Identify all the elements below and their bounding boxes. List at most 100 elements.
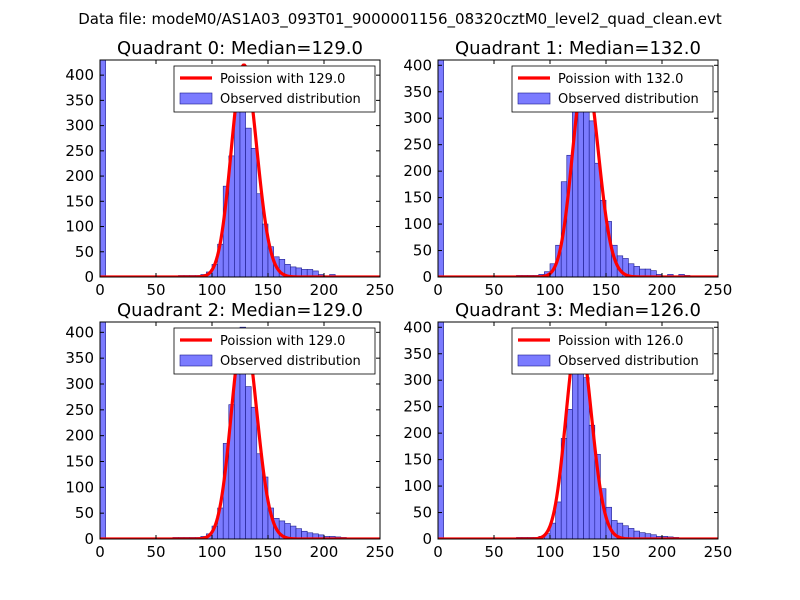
y-tick-label: 250 <box>65 142 94 160</box>
axes-frame <box>99 321 381 540</box>
x-tick-label: 100 <box>536 281 565 299</box>
x-tick-label: 100 <box>198 543 227 561</box>
figure-suptitle: Data file: modeM0/AS1A03_093T01_90000011… <box>78 10 722 29</box>
x-tick-label: 50 <box>484 281 503 299</box>
x-tick-label: 0 <box>433 543 443 561</box>
y-tick-label: 50 <box>75 243 94 261</box>
y-tick-label: 300 <box>65 117 94 135</box>
legend-fit-label: Poission with 129.0 <box>220 72 345 87</box>
y-tick-label: 100 <box>403 215 432 233</box>
x-tick-label: 200 <box>310 543 339 561</box>
panel-0: 0 50 100 150 200 250 0 50 100 150 200 250 300 350 400 Q… <box>65 38 394 299</box>
axes-frame <box>99 59 381 278</box>
histogram-bar <box>583 377 590 539</box>
y-tick-label: 200 <box>65 427 94 445</box>
legend-bar-label: Observed distribution <box>220 354 361 369</box>
y-tick-label: 150 <box>403 451 432 469</box>
y-tick-label: 100 <box>403 477 432 495</box>
x-tick-label: 200 <box>310 281 339 299</box>
x-tick-label: 50 <box>484 543 503 561</box>
histogram-bar <box>594 162 601 277</box>
panel-2: 0 50 100 150 200 250 0 50 100 150 200 250 300 350 400 Q… <box>65 300 394 561</box>
panel-title: Quadrant 0: Median=129.0 <box>117 38 363 59</box>
panel-title: Quadrant 2: Median=129.0 <box>117 300 363 321</box>
legend-bar-label: Observed distribution <box>558 92 699 107</box>
y-tick-label: 150 <box>65 453 94 471</box>
histogram-bar <box>572 348 579 539</box>
x-tick-label: 150 <box>592 281 621 299</box>
y-tick-label: 200 <box>403 424 432 442</box>
y-tick-label: 350 <box>403 83 432 101</box>
panel-1: 0 50 100 150 200 250 0 50 100 150 200 250 300 350 400 Q… <box>403 38 732 299</box>
histogram-bar <box>100 60 106 277</box>
x-tick-label: 0 <box>433 281 443 299</box>
histogram-bar <box>250 406 258 539</box>
y-tick-label: 150 <box>403 189 432 207</box>
y-tick-label: 400 <box>403 318 432 336</box>
y-tick-label: 50 <box>75 504 94 522</box>
legend-box <box>511 327 714 375</box>
x-tick-label: 0 <box>95 281 105 299</box>
legend-fit-label: Poission with 129.0 <box>220 334 345 349</box>
x-tick-label: 0 <box>95 543 105 561</box>
x-tick-label: 100 <box>536 543 565 561</box>
y-tick-label: 350 <box>403 345 432 363</box>
y-tick-label: 0 <box>84 268 94 286</box>
y-tick-label: 250 <box>403 398 432 416</box>
x-tick-label: 50 <box>146 281 165 299</box>
y-tick-label: 150 <box>65 192 94 210</box>
legend-box <box>173 327 376 375</box>
legend-box <box>511 65 714 113</box>
x-tick-label: 200 <box>648 543 677 561</box>
y-tick-label: 50 <box>413 242 432 260</box>
y-tick-label: 400 <box>403 56 432 74</box>
legend: Poission with 126.0 Observed distribution <box>511 327 714 375</box>
panel-title: Quadrant 1: Median=132.0 <box>455 38 701 59</box>
histogram-bar <box>438 322 444 539</box>
y-tick-label: 300 <box>403 371 432 389</box>
x-tick-label: 250 <box>704 281 733 299</box>
histogram-bar <box>245 127 252 277</box>
legend: Poission with 132.0 Observed distribution <box>511 65 714 113</box>
y-tick-label: 350 <box>65 91 94 109</box>
y-tick-label: 0 <box>84 530 94 548</box>
legend-box <box>173 65 376 113</box>
y-tick-label: 400 <box>65 66 94 84</box>
y-tick-label: 300 <box>403 109 432 127</box>
x-tick-label: 100 <box>198 281 227 299</box>
x-tick-label: 250 <box>366 281 395 299</box>
legend-bar-label: Observed distribution <box>558 354 699 369</box>
x-tick-label: 150 <box>592 543 621 561</box>
y-tick-label: 250 <box>65 401 94 419</box>
y-tick-label: 0 <box>422 268 432 286</box>
y-tick-label: 100 <box>65 478 94 496</box>
x-tick-label: 50 <box>146 543 165 561</box>
histogram-bar <box>256 193 263 277</box>
legend-bar-swatch <box>517 92 551 105</box>
legend-bar-label: Observed distribution <box>220 92 361 107</box>
histogram-bar <box>588 120 596 277</box>
y-tick-label: 350 <box>65 349 94 367</box>
y-tick-label: 300 <box>65 375 94 393</box>
y-tick-label: 250 <box>403 136 432 154</box>
x-tick-label: 250 <box>704 543 733 561</box>
axes-frame <box>437 321 719 540</box>
y-tick-label: 400 <box>65 323 94 341</box>
histogram-bar <box>234 107 241 277</box>
legend-fit-label: Poission with 126.0 <box>558 334 683 349</box>
y-tick-label: 100 <box>65 218 94 236</box>
histogram-bar <box>438 60 444 277</box>
x-tick-label: 200 <box>648 281 677 299</box>
legend-bar-swatch <box>179 354 213 367</box>
y-tick-label: 50 <box>413 504 432 522</box>
x-tick-label: 150 <box>254 543 283 561</box>
axes-frame <box>437 59 719 278</box>
histogram-bar <box>583 104 590 277</box>
x-tick-label: 250 <box>366 543 395 561</box>
legend: Poission with 129.0 Observed distribution <box>173 327 376 375</box>
y-tick-label: 200 <box>403 162 432 180</box>
histogram-bar <box>100 322 106 539</box>
panel-title: Quadrant 3: Median=126.0 <box>455 300 701 321</box>
legend: Poission with 129.0 Observed distribution <box>173 65 376 113</box>
